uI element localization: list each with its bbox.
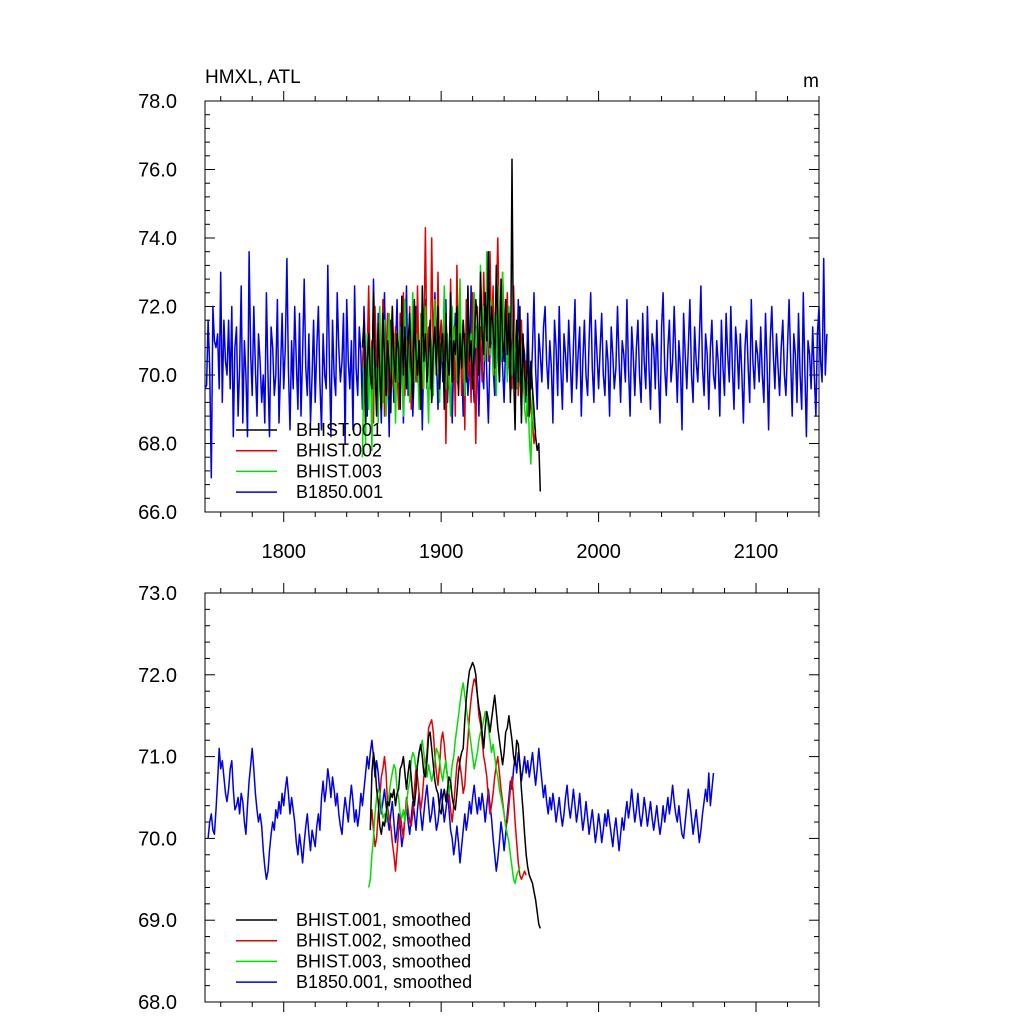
units-label: m [803, 71, 819, 92]
legend-label: B1850.001 [296, 482, 383, 502]
y-tick-label: 73.0 [138, 583, 177, 605]
x-tick-label: 2100 [734, 541, 779, 563]
y-tick-label: 70.0 [138, 365, 177, 387]
legend-label: BHIST.003, smoothed [296, 951, 471, 971]
top-panel-raw-series: HMXL, ATL m 1800 1900 2000 2100 66.0 68.0 70.0… [138, 67, 828, 563]
series-line-BHIST.001 [361, 158, 542, 492]
bottom-panel-frame [204, 592, 820, 1003]
top-panel-series [204, 158, 828, 492]
y-tick-label: 72.0 [138, 297, 177, 319]
y-tick-label: 71.0 [138, 747, 177, 769]
x-tick-label: 1900 [419, 541, 464, 563]
legend-label: BHIST.002, smoothed [296, 931, 471, 951]
legend-label: B1850.001, smoothed [296, 972, 472, 992]
y-tick-label: 74.0 [138, 228, 177, 250]
legend-label: BHIST.002 [296, 441, 382, 461]
y-tick-label: 68.0 [138, 434, 177, 456]
series-line-BHIST.003-smoothed [367, 682, 521, 888]
legend-label: BHIST.001, smoothed [296, 910, 471, 930]
legend-label: BHIST.001 [296, 420, 382, 440]
x-tick-label: 2000 [576, 541, 621, 563]
y-tick-label: 72.0 [138, 665, 177, 687]
y-tick-label: 68.0 [138, 992, 177, 1014]
bottom-panel-smoothed-series: 68.0 69.0 70.0 71.0 72.0 73.0 BHIST.001, smoo… [138, 583, 820, 1014]
y-tick-label: 78.0 [138, 91, 177, 113]
y-tick-label: 69.0 [138, 910, 177, 932]
bottom-panel-ticks: 68.0 69.0 70.0 71.0 72.0 73.0 [138, 583, 820, 1014]
y-tick-label: 76.0 [138, 160, 177, 182]
x-tick-label: 1800 [261, 541, 306, 563]
chart-title: HMXL, ATL [205, 67, 301, 88]
series-line-B1850.001-smoothed [207, 739, 715, 881]
legend-label: BHIST.003 [296, 461, 382, 481]
top-panel-ticks: 1800 1900 2000 2100 66.0 68.0 70.0 72.0 74.0 76.0… [138, 91, 820, 563]
bottom-panel-series [207, 661, 715, 929]
y-tick-label: 66.0 [138, 502, 177, 524]
series-line-BHIST.001-smoothed [369, 661, 542, 929]
y-tick-label: 70.0 [138, 828, 177, 850]
